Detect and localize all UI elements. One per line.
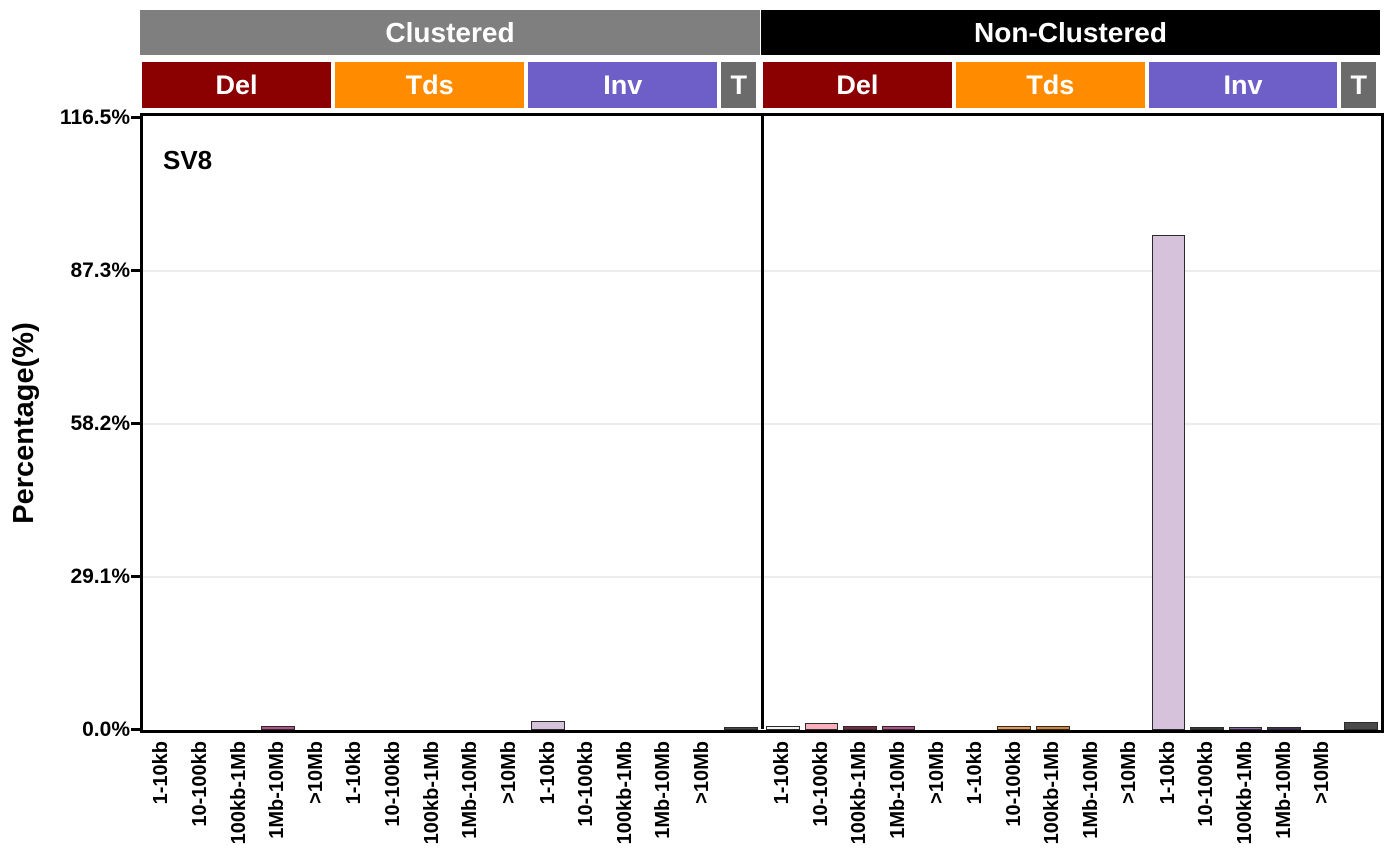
x-tick-label: 1-10kb (536, 741, 559, 805)
y-axis-tick (131, 269, 140, 273)
bar-clustered-del-1mb-10mb (260, 726, 295, 730)
x-tick-label: 1-10kb (1156, 741, 1179, 805)
x-tick-label: 10-100kb (188, 741, 211, 827)
bar-non-clustered-tds-10-100kb (997, 725, 1031, 730)
x-tick-label: 10-100kb (1002, 741, 1025, 827)
x-tick-label: 10-100kb (575, 741, 598, 827)
y-axis-tick (131, 728, 140, 731)
x-tick-label: 1Mb-10Mb (886, 741, 909, 839)
type-header-inv-clustered: Inv (528, 62, 718, 108)
type-header-del-non-clustered: Del (763, 62, 952, 108)
bar-non-clustered-t-t (1344, 721, 1379, 730)
bar-non-clustered-inv-100kb-1mb (1228, 727, 1263, 730)
type-header-tds-clustered: Tds (335, 62, 525, 108)
x-tick-label: 1Mb-10Mb (1079, 741, 1102, 839)
y-axis-tick-label: 87.3% (70, 258, 130, 282)
y-axis-tick-label: 116.5% (59, 105, 130, 129)
x-tick-label: >10Mb (304, 741, 327, 804)
y-axis-tick (131, 116, 140, 119)
bar-non-clustered-del-10-100kb (804, 723, 839, 730)
x-tick-label: 100kb-1Mb (1041, 741, 1064, 845)
x-tick-label: >10Mb (1118, 741, 1141, 804)
x-tick-label: 10-100kb (809, 741, 832, 827)
type-header-t-clustered: T (721, 62, 756, 108)
x-tick-label: 100kb-1Mb (1234, 741, 1257, 845)
type-header-inv-non-clustered: Inv (1148, 62, 1338, 108)
x-tick-label: 1-10kb (964, 741, 987, 805)
bar-clustered-inv-1-10kb (531, 721, 565, 730)
type-header-t-non-clustered: T (1341, 62, 1376, 108)
x-tick-label: 100kb-1Mb (613, 741, 636, 845)
panel-divider (761, 116, 764, 729)
y-axis-tick (131, 575, 140, 579)
bar-non-clustered-del-1mb-10mb (881, 725, 916, 730)
x-tick-label: 1-10kb (343, 741, 366, 805)
bar-non-clustered-inv-10-100kb (1190, 726, 1224, 730)
x-tick-label: >10Mb (691, 741, 714, 804)
y-axis-tick-label: 0.0% (82, 717, 130, 741)
type-header-del-clustered: Del (142, 62, 332, 108)
bar-non-clustered-inv-1-10kb (1151, 234, 1186, 730)
cluster-header-non-clustered: Non-Clustered (761, 10, 1380, 55)
type-header-tds-non-clustered: Tds (955, 62, 1145, 108)
x-tick-label: 1Mb-10Mb (459, 741, 482, 839)
x-tick-label: >10Mb (1311, 741, 1334, 804)
x-tick-label: 100kb-1Mb (420, 741, 443, 845)
y-axis-tick-label: 58.2% (70, 411, 130, 435)
y-axis-tick-label: 29.1% (70, 564, 130, 588)
x-tick-label: 1Mb-10Mb (266, 741, 289, 839)
signature-title: SV8 (163, 145, 213, 175)
x-tick-label: 100kb-1Mb (227, 741, 250, 845)
cluster-header-clustered: Clustered (140, 10, 760, 55)
x-tick-label: 1-10kb (771, 741, 794, 805)
x-tick-label: 10-100kb (1195, 741, 1218, 827)
x-tick-label: 1-10kb (150, 741, 173, 805)
bar-non-clustered-del-100kb-1mb (843, 725, 877, 730)
x-tick-label: 1Mb-10Mb (652, 741, 675, 839)
x-tick-label: 100kb-1Mb (848, 741, 871, 845)
x-tick-label: 1Mb-10Mb (1272, 741, 1295, 839)
x-tick-label: >10Mb (497, 741, 520, 804)
bar-non-clustered-del-1-10kb (765, 726, 800, 730)
x-tick-label: >10Mb (925, 741, 948, 804)
bar-non-clustered-tds-100kb-1mb (1035, 725, 1070, 730)
y-axis-tick (131, 422, 140, 426)
bar-clustered-t-t (724, 726, 759, 730)
bar-non-clustered-inv-1mb-10mb (1267, 727, 1301, 730)
x-tick-label: 10-100kb (382, 741, 405, 827)
